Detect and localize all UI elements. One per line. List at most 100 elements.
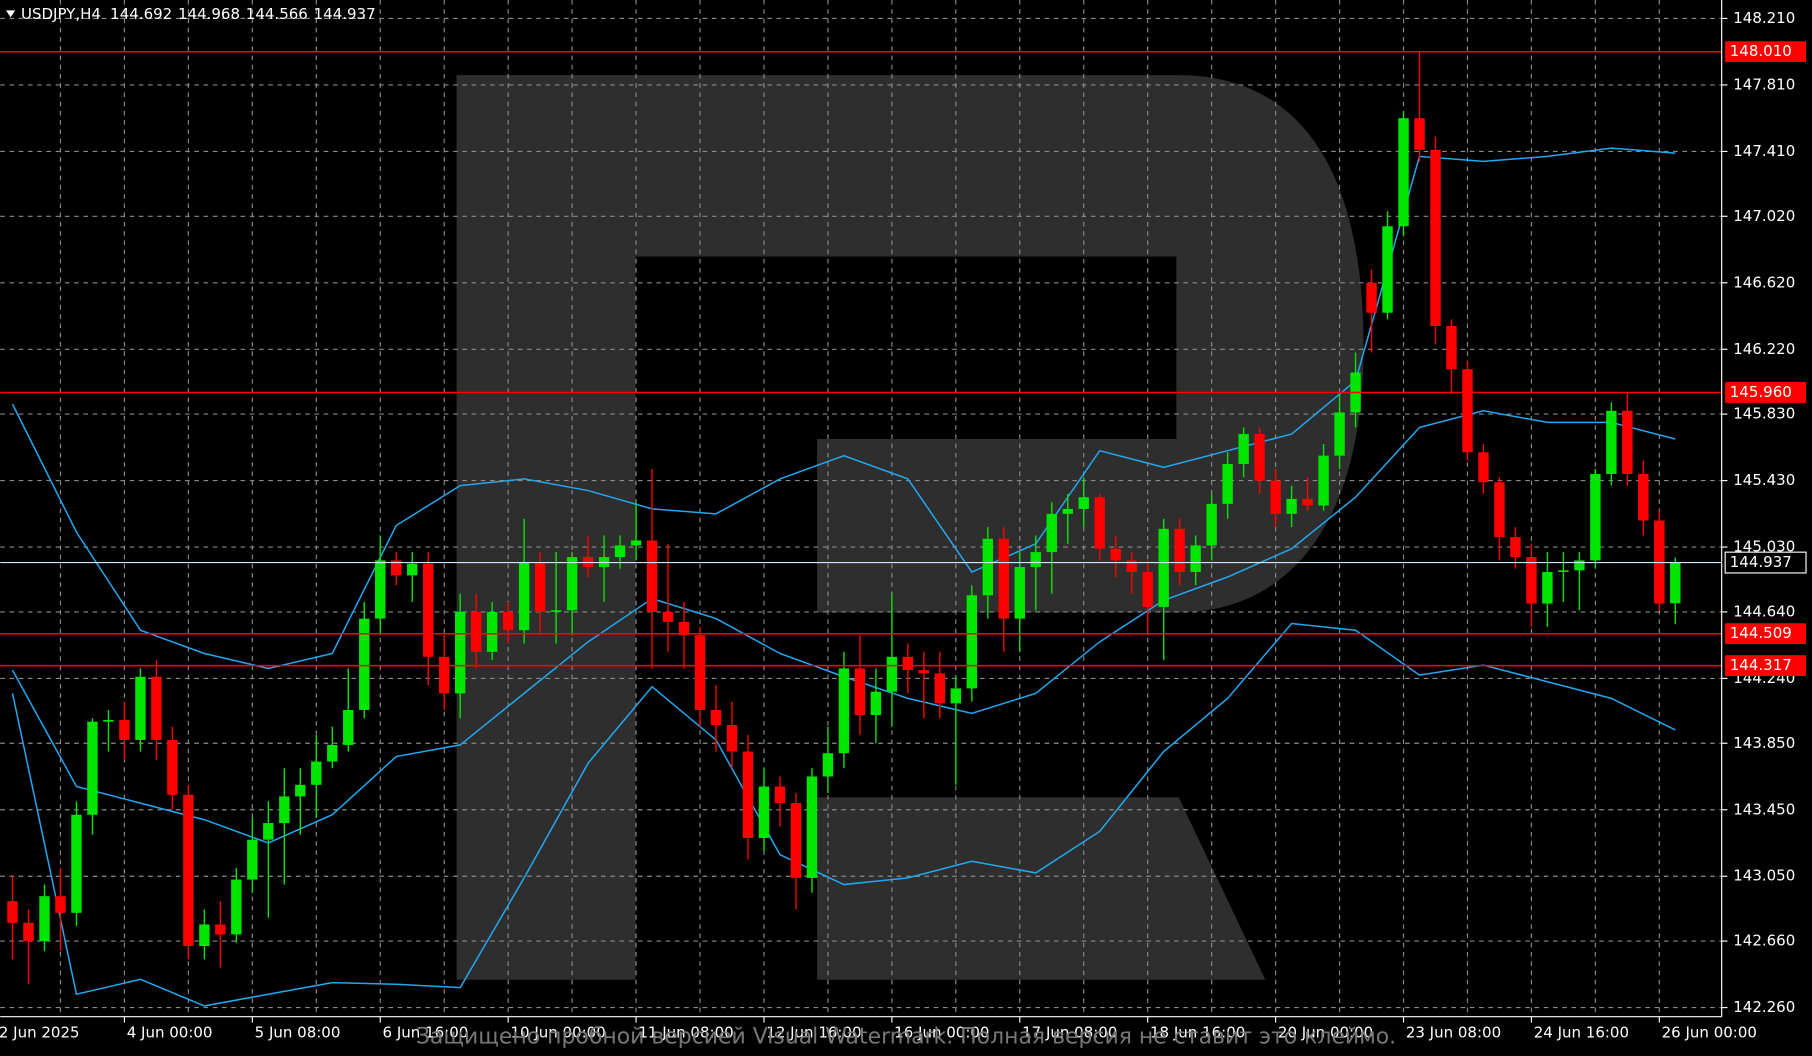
candle-body — [1526, 557, 1537, 604]
band-line — [11, 622, 1676, 1007]
candle-body — [1222, 463, 1233, 504]
candle-body — [1638, 473, 1649, 521]
y-tick-label: 142.660 — [1733, 932, 1795, 950]
candle-body — [1030, 552, 1041, 568]
candle-body — [550, 610, 562, 612]
candle-body — [966, 595, 978, 689]
candle-body — [1318, 455, 1329, 506]
header-open: 144.692 — [110, 4, 172, 22]
x-tick-label: 12 Jun 16:00 — [766, 1023, 861, 1041]
x-tick-label: 5 Jun 08:00 — [255, 1023, 341, 1041]
candle-body — [1078, 497, 1089, 509]
candle-body — [1334, 412, 1345, 456]
x-tick-label: 4 Jun 00:00 — [127, 1023, 213, 1041]
candle-body — [918, 670, 930, 674]
candle-body — [263, 823, 274, 840]
candle-body — [1670, 562, 1681, 604]
candle-body — [822, 753, 834, 777]
candle-body — [534, 562, 546, 612]
candle-body — [1574, 560, 1585, 571]
candle-body — [838, 668, 850, 754]
candle-body — [1558, 570, 1569, 573]
candle-body — [23, 922, 34, 942]
band-line — [11, 147, 1676, 670]
candle-body — [279, 796, 290, 824]
candle-body — [1238, 434, 1249, 464]
y-tick-label: 147.410 — [1733, 142, 1795, 160]
candle-body — [439, 656, 450, 694]
x-tick-label: 16 Jun 00:00 — [894, 1023, 989, 1041]
y-tick-label: 147.020 — [1733, 207, 1795, 225]
candle-body — [1366, 282, 1377, 313]
level-label-box — [1725, 623, 1807, 645]
candle-body — [1430, 149, 1441, 326]
x-tick-label: 20 Jun 00:00 — [1278, 1023, 1373, 1041]
candle-body — [790, 803, 802, 878]
candle-body — [103, 719, 114, 722]
candle-body — [1126, 560, 1137, 573]
candle-body — [1462, 369, 1473, 453]
y-tick-label: 145.030 — [1733, 538, 1795, 556]
candle-body — [678, 621, 690, 636]
candle-body — [1142, 572, 1153, 607]
candle-body — [71, 814, 82, 913]
candle-body — [1446, 325, 1457, 370]
plot — [0, 50, 1722, 1007]
candle-body — [982, 538, 994, 596]
x-tick-label: 17 Jun 08:00 — [1022, 1023, 1117, 1041]
candle-body — [934, 673, 946, 704]
axes: 148.210 147.810 147.410 147.020 146.620 146.2… — [0, 9, 1807, 1041]
y-tick-label: 143.850 — [1733, 734, 1795, 752]
candle-body — [1270, 480, 1281, 514]
y-tick-label: 143.050 — [1733, 867, 1795, 885]
candle-body — [854, 668, 866, 715]
level-label-box — [1725, 382, 1807, 403]
candle-body — [1014, 567, 1025, 619]
y-tick-label: 145.830 — [1733, 405, 1795, 423]
y-tick-label: 147.810 — [1733, 75, 1795, 93]
candle-body — [694, 635, 706, 711]
candle-body — [470, 611, 482, 652]
candle-body — [454, 611, 466, 694]
candle-body — [742, 751, 754, 839]
candle-body — [311, 761, 322, 785]
price-label: 144.937 — [1730, 553, 1792, 571]
candle-body — [1542, 572, 1553, 604]
candle-body — [87, 721, 98, 815]
header-high: 144.968 — [178, 4, 240, 22]
candle-body — [343, 710, 354, 745]
y-tick-label: 148.210 — [1733, 9, 1795, 27]
candle-body — [167, 739, 178, 795]
candle-body — [183, 794, 194, 947]
y-tick-label: 142.260 — [1733, 998, 1795, 1016]
candle-body — [247, 839, 258, 880]
menu-arrow[interactable] — [5, 10, 16, 18]
candle-body — [7, 901, 18, 923]
candle-body — [630, 540, 642, 546]
candle-body — [518, 562, 530, 631]
candle-body — [566, 557, 578, 611]
candle-body — [423, 563, 434, 657]
candle-body — [870, 691, 882, 715]
candle-body — [1590, 473, 1601, 561]
level-label: 144.509 — [1730, 624, 1792, 642]
candle-body — [502, 611, 514, 631]
y-tick-label: 143.450 — [1733, 800, 1795, 818]
header: USDJPY,H4 144.692 144.968 144.566 144.937 — [21, 4, 376, 22]
candle-body — [710, 710, 722, 725]
candle-body — [359, 618, 370, 711]
candle-body — [1190, 545, 1201, 573]
candle-body — [1606, 410, 1617, 474]
x-tick-label: 18 Jun 16:00 — [1150, 1023, 1245, 1041]
candle-body — [1110, 548, 1121, 561]
candle-body — [1414, 118, 1425, 150]
candle-body — [215, 924, 226, 935]
candle-body — [1206, 503, 1217, 546]
candle-body — [1174, 528, 1185, 573]
candle-body — [1382, 226, 1393, 313]
level-label: 145.960 — [1730, 383, 1792, 401]
level-label-box — [1725, 41, 1807, 63]
candle-body — [407, 563, 418, 576]
